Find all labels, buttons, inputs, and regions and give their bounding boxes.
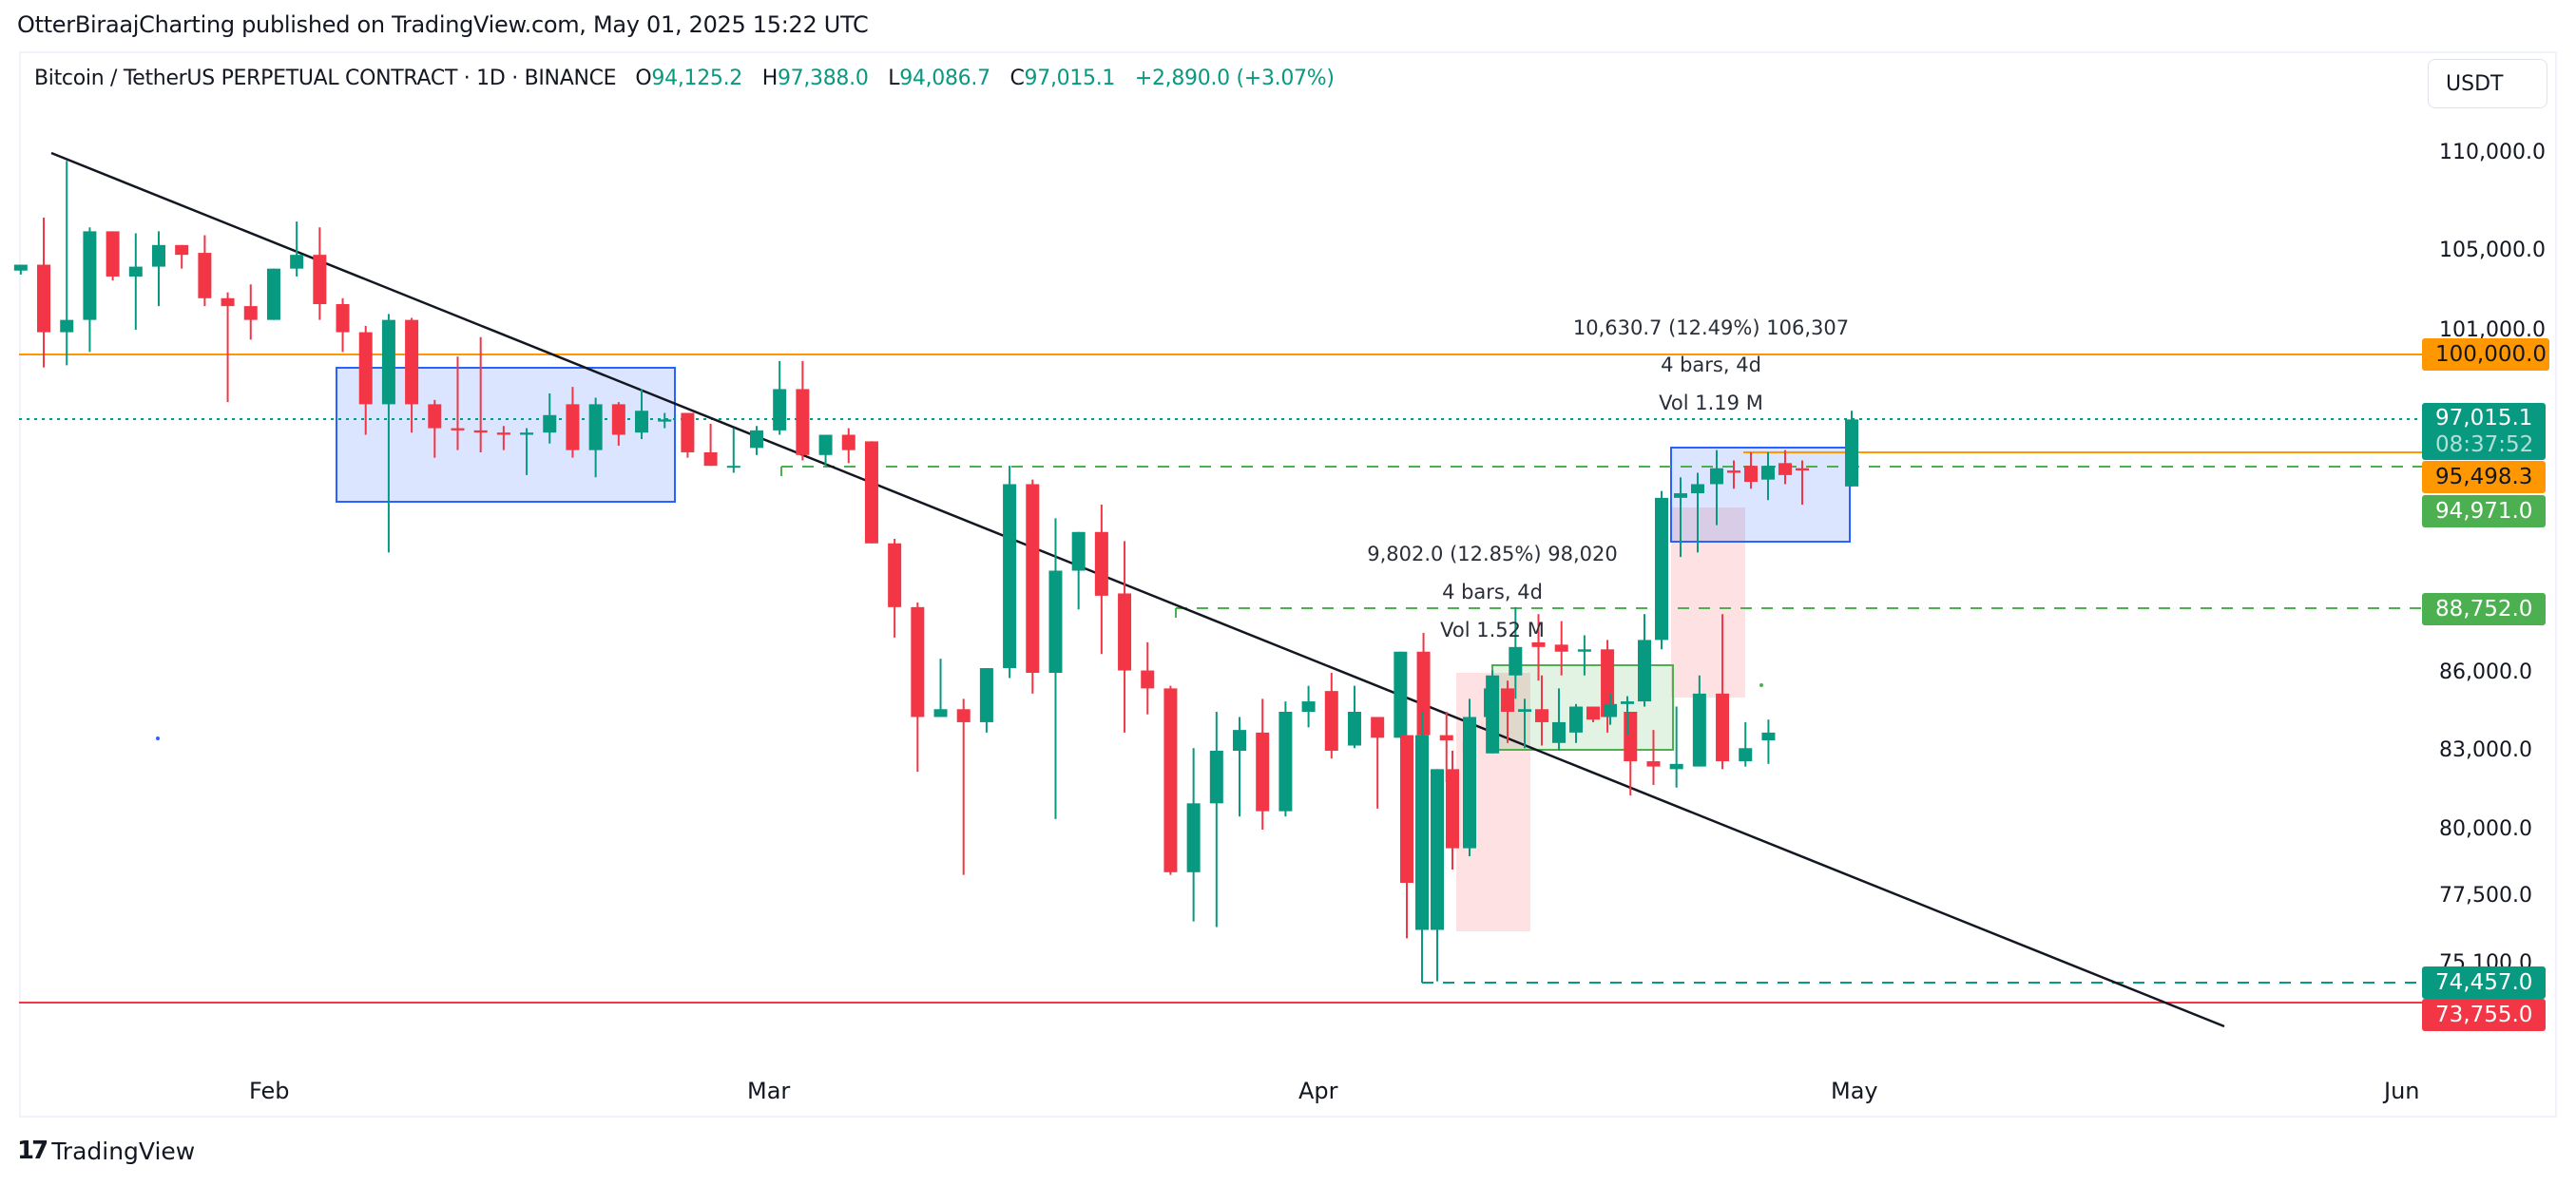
- time-label-jun: Jun: [2384, 1078, 2420, 1104]
- tag-low-level[interactable]: 74,457.0: [2422, 966, 2546, 999]
- tradingview-logo[interactable]: 17 TradingView: [17, 1137, 195, 1165]
- stray-dot: [156, 736, 160, 740]
- change-value: +2,890.0 (+3.07%): [1134, 67, 1335, 90]
- measure-upper-bars: 4 bars, 4d: [1661, 354, 1761, 376]
- time-label-may: May: [1831, 1078, 1878, 1104]
- high-label: H: [761, 67, 779, 90]
- measure-upper-label: 10,630.7 (12.49%) 106,307: [1559, 316, 1863, 339]
- stray-dot: [1759, 683, 1763, 687]
- consolidation-box-may[interactable]: [1670, 447, 1851, 543]
- open-value: 94,125.2: [651, 67, 742, 90]
- price-axis-border: [2555, 51, 2557, 1118]
- countdown-timer: 08:37:52: [2435, 432, 2534, 457]
- tradingview-name: TradingView: [51, 1137, 196, 1165]
- currency-button[interactable]: USDT: [2428, 59, 2547, 108]
- open-label: O: [635, 67, 652, 90]
- measure-upper-vol: Vol 1.19 M: [1659, 392, 1763, 414]
- descending-trendline[interactable]: [50, 151, 2225, 1028]
- close-label: C: [1009, 67, 1025, 90]
- tradingview-mark-icon: 17: [17, 1137, 48, 1165]
- time-label-mar: Mar: [747, 1078, 791, 1104]
- published-header: OtterBiraajCharting published on Trading…: [17, 11, 869, 38]
- price-label: 80,000.0: [2439, 817, 2532, 841]
- symbol-legend: Bitcoin / TetherUS PERPETUAL CONTRACT · …: [34, 67, 1348, 90]
- tag-100k[interactable]: 100,000.0: [2422, 338, 2549, 371]
- measure-upper-change: 10,630.7 (12.49%) 106,307: [1572, 316, 1850, 339]
- price-label: 110,000.0: [2439, 141, 2546, 164]
- price-label: 101,000.0: [2439, 318, 2546, 342]
- low-label: L: [888, 67, 900, 90]
- measure-lower-vol: Vol 1.52 M: [1440, 619, 1545, 641]
- price-label: 105,000.0: [2439, 239, 2546, 262]
- tag-green-level-1[interactable]: 94,971.0: [2422, 495, 2546, 527]
- tag-green-level-2[interactable]: 88,752.0: [2422, 593, 2546, 625]
- close-value: 97,015.1: [1024, 67, 1116, 90]
- measure-range-upper[interactable]: [1671, 507, 1745, 698]
- time-label-apr: Apr: [1298, 1078, 1338, 1104]
- low-value: 94,086.7: [899, 67, 990, 90]
- high-value: 97,388.0: [777, 67, 869, 90]
- tag-orange-level[interactable]: 95,498.3: [2422, 461, 2546, 493]
- last-price-value: 97,015.1: [2435, 406, 2533, 430]
- tag-last-price[interactable]: 97,015.1 08:37:52: [2422, 403, 2546, 460]
- measure-lower-bars: 4 bars, 4d: [1442, 581, 1543, 603]
- tag-red-level[interactable]: 73,755.0: [2422, 999, 2546, 1031]
- price-label: 77,500.0: [2439, 884, 2532, 908]
- symbol-title[interactable]: Bitcoin / TetherUS PERPETUAL CONTRACT · …: [34, 67, 617, 90]
- price-label: 83,000.0: [2439, 738, 2532, 762]
- price-label: 86,000.0: [2439, 660, 2532, 684]
- measure-lower-change: 9,802.0 (12.85%) 98,020: [1367, 543, 1618, 565]
- candles-group: [13, 161, 1858, 982]
- time-label-feb: Feb: [249, 1078, 290, 1104]
